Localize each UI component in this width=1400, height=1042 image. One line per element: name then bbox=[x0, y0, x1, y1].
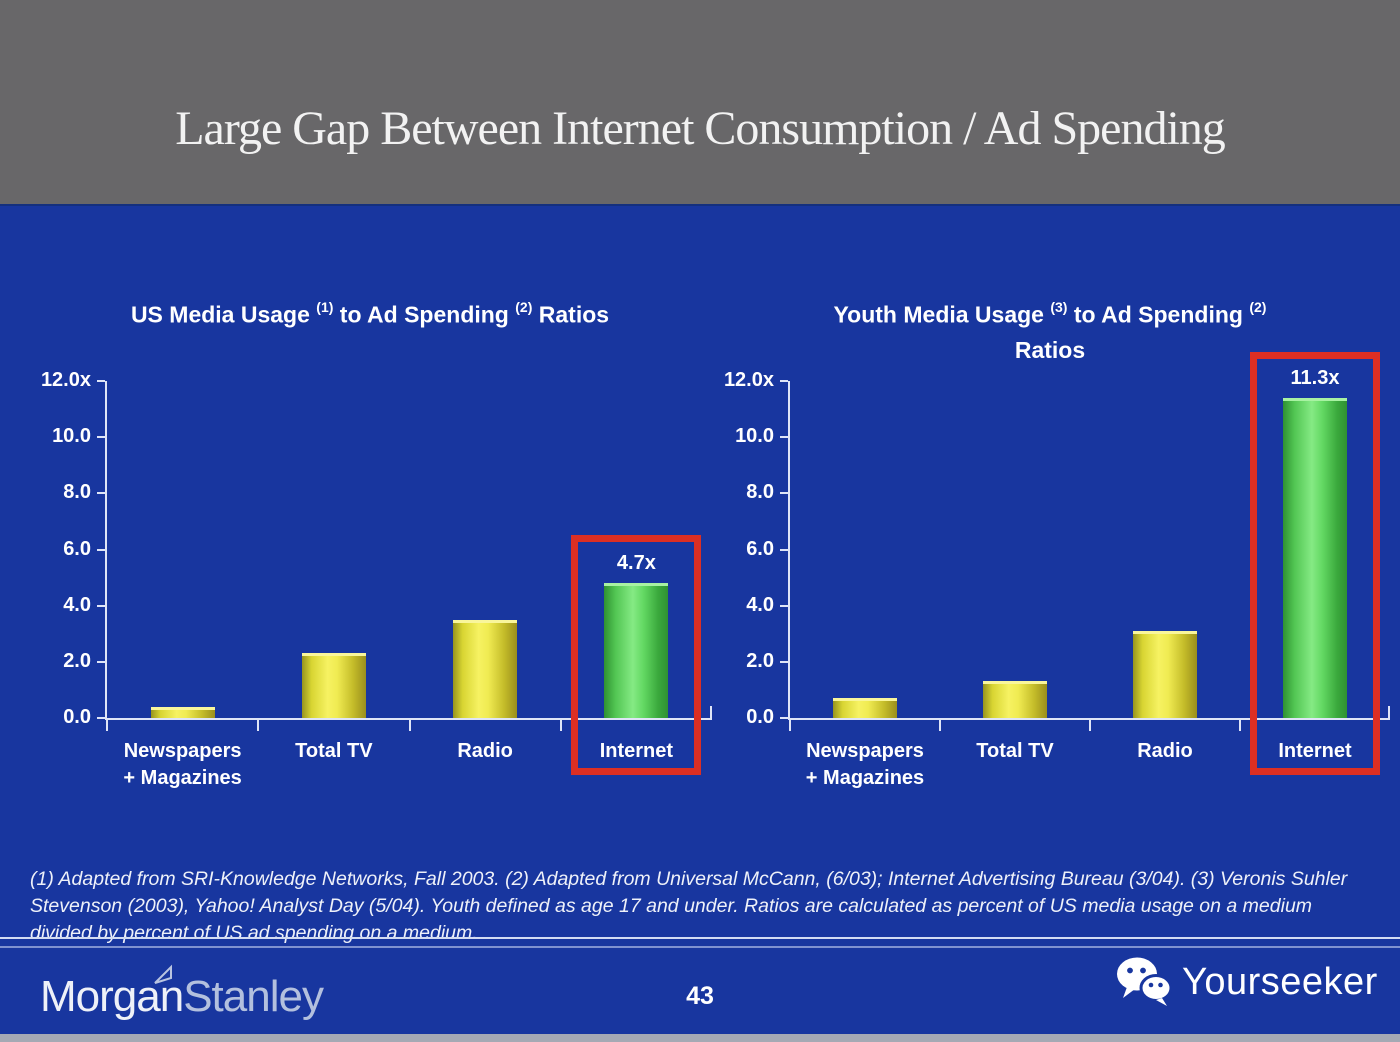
bar-newspapers-magazines bbox=[150, 706, 215, 718]
yourseeker-watermark: Yourseeker bbox=[1116, 956, 1378, 1008]
bottom-strip bbox=[0, 1034, 1400, 1042]
highlight-box bbox=[1250, 352, 1380, 775]
y-tick-label: 10.0 bbox=[52, 425, 91, 448]
y-tick-label: 8.0 bbox=[746, 481, 774, 504]
x-tick bbox=[559, 720, 562, 731]
category-label-total-tv: Total TV bbox=[976, 740, 1054, 762]
x-axis-end-tick bbox=[710, 706, 712, 718]
wechat-icon bbox=[1117, 957, 1173, 1006]
category-label-total-tv: Total TV bbox=[295, 740, 373, 762]
chart-title: US Media Usage (1) to Ad Spending (2) Ra… bbox=[130, 299, 610, 328]
highlight-box bbox=[571, 535, 702, 775]
x-axis bbox=[788, 718, 1390, 720]
category-label-newspapers-magazines: Newspapers + Magazines bbox=[805, 740, 925, 789]
y-tick bbox=[97, 548, 105, 551]
x-axis bbox=[105, 718, 712, 720]
x-tick bbox=[1239, 720, 1241, 731]
y-tick-label: 6.0 bbox=[63, 537, 91, 560]
bar-newspapers-magazines bbox=[833, 698, 897, 718]
bar-total-tv bbox=[301, 653, 366, 718]
page-number: 43 bbox=[686, 982, 714, 1010]
category-label-internet: Internet bbox=[599, 740, 674, 762]
bar-value-label: 11.3x bbox=[1290, 366, 1340, 389]
y-tick bbox=[97, 380, 105, 382]
y-tick bbox=[780, 548, 788, 551]
y-tick bbox=[780, 604, 788, 607]
category-label-radio: Radio bbox=[457, 740, 513, 762]
x-tick bbox=[408, 720, 411, 731]
y-tick-label: 4.0 bbox=[746, 593, 774, 616]
y-tick-label: 2.0 bbox=[746, 649, 774, 672]
x-tick bbox=[789, 720, 791, 731]
y-tick-label: 6.0 bbox=[746, 537, 774, 560]
y-tick-label: 8.0 bbox=[63, 481, 91, 504]
y-tick-label: 12.0x bbox=[723, 369, 774, 391]
morgan-stanley-flag-icon bbox=[154, 964, 172, 984]
y-tick bbox=[97, 660, 105, 663]
y-axis bbox=[105, 381, 107, 718]
category-label-newspapers-magazines: Newspapers + Magazines bbox=[123, 740, 242, 789]
y-tick-label: 2.0 bbox=[63, 649, 91, 672]
x-axis-end-tick bbox=[1388, 706, 1390, 718]
y-tick bbox=[780, 380, 788, 382]
chart-title: Youth Media Usage (3) to Ad Spending (2)… bbox=[833, 299, 1267, 363]
footnote: (1) Adapted from SRI-Knowledge Networks,… bbox=[30, 868, 1348, 944]
y-tick bbox=[780, 717, 788, 719]
y-tick bbox=[97, 604, 105, 607]
x-tick bbox=[1089, 720, 1091, 731]
y-tick-label: 0.0 bbox=[746, 706, 774, 728]
page-title: Large Gap Between Internet Consumption /… bbox=[175, 101, 1226, 155]
y-tick bbox=[780, 660, 788, 663]
bar-internet bbox=[1283, 397, 1347, 718]
y-tick-label: 12.0x bbox=[40, 369, 91, 391]
footer-divider bbox=[0, 937, 1400, 948]
y-tick bbox=[97, 717, 105, 719]
bar-total-tv bbox=[983, 681, 1047, 718]
y-tick bbox=[97, 436, 105, 439]
slide-header: Large Gap Between Internet Consumption /… bbox=[0, 0, 1400, 206]
bar-internet bbox=[604, 583, 669, 718]
morgan-stanley-logo: MorganStanley bbox=[40, 972, 324, 1022]
bar-radio bbox=[453, 619, 518, 718]
morgan-stanley-logo-stanley: Stanley bbox=[183, 972, 324, 1021]
morgan-stanley-logo-morgan: Morgan bbox=[40, 972, 184, 1021]
y-tick-label: 4.0 bbox=[63, 593, 91, 616]
y-axis bbox=[788, 381, 790, 718]
y-tick-label: 10.0 bbox=[735, 425, 774, 448]
bar-value-label: 4.7x bbox=[616, 552, 656, 574]
category-label-radio: Radio bbox=[1137, 740, 1193, 762]
yourseeker-label: Yourseeker bbox=[1182, 960, 1378, 1003]
category-label-internet: Internet bbox=[1278, 740, 1352, 762]
x-tick bbox=[106, 720, 108, 731]
y-tick bbox=[780, 492, 788, 495]
y-tick bbox=[780, 436, 788, 439]
bar-radio bbox=[1133, 630, 1197, 718]
y-tick-label: 0.0 bbox=[63, 706, 91, 728]
x-tick bbox=[257, 720, 260, 731]
y-tick bbox=[97, 492, 105, 495]
x-tick bbox=[939, 720, 941, 731]
